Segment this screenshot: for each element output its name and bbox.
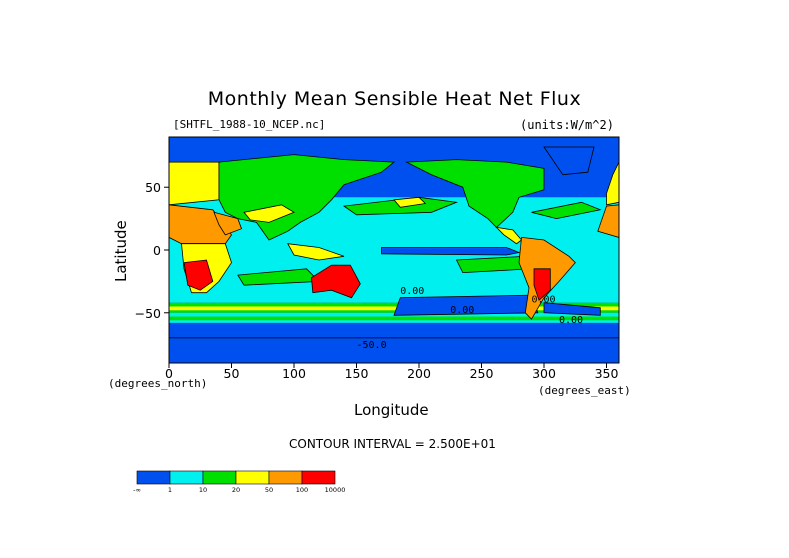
x-tick-label-6: 300 xyxy=(532,366,556,381)
central-america xyxy=(495,226,523,245)
greenland xyxy=(543,146,595,176)
y-axis-label: Latitude xyxy=(112,220,130,282)
x-tick-label-5: 250 xyxy=(470,366,494,381)
indonesia xyxy=(287,243,345,261)
y-tick-label-0: 50 xyxy=(145,180,161,195)
colorbar-swatch-0 xyxy=(136,470,171,485)
x-tick-label-3: 150 xyxy=(345,366,369,381)
contour-label-2: 0.00 xyxy=(532,295,556,306)
x-unit-label: (degrees_east) xyxy=(538,384,631,397)
colorbar-swatch-1 xyxy=(169,470,204,485)
antarctica xyxy=(169,337,619,363)
x-tick-label-4: 200 xyxy=(407,366,431,381)
south-atlantic-cold xyxy=(543,302,601,316)
colorbar-label-0: -∞ xyxy=(133,486,141,494)
colorbar-swatch-5 xyxy=(301,470,336,485)
contour-label-0: 0.00 xyxy=(400,286,424,297)
europe xyxy=(606,161,619,206)
colorbar-label-3: 20 xyxy=(232,486,240,494)
contour-label-3: -50.0 xyxy=(357,340,387,351)
arabia xyxy=(213,211,243,236)
colorbar-swatch-3 xyxy=(235,470,270,485)
x-axis-label: Longitude xyxy=(354,401,429,419)
colorbar-label-4: 50 xyxy=(265,486,273,494)
south-pacific-cold xyxy=(393,294,539,316)
units-label: (units:W/m^2) xyxy=(520,118,614,132)
australia xyxy=(311,264,361,299)
contour-label-1: 0.00 xyxy=(450,305,474,316)
contour-label-4: 0.00 xyxy=(559,315,583,326)
africa-hot xyxy=(183,259,214,291)
file-label: [SHTFL_1988-10_NCEP.nc] xyxy=(173,118,326,131)
asia-yellow xyxy=(243,204,295,223)
x-tick-label-7: 350 xyxy=(595,366,619,381)
y-tick-label-1: 0 xyxy=(153,243,161,258)
colorbar-swatch-2 xyxy=(202,470,237,485)
colorbar-label-2: 10 xyxy=(199,486,207,494)
map-field: 0.000.000.00-50.00.00 xyxy=(169,137,619,363)
africa-north-west xyxy=(597,204,619,238)
north-pacific-yellow xyxy=(393,196,427,208)
y-tick-label-2: −50 xyxy=(135,306,161,321)
x-tick-label-2: 100 xyxy=(282,366,306,381)
equatorial-cold-tongue xyxy=(381,247,521,256)
north-america xyxy=(404,159,545,228)
north-atlantic-green xyxy=(531,201,602,220)
x-tick-label-0: 0 xyxy=(165,366,173,381)
chart-title: Monthly Mean Sensible Heat Net Flux xyxy=(207,88,582,110)
band-south-yellow xyxy=(169,306,619,311)
contour-interval: CONTOUR INTERVAL = 2.500E+01 xyxy=(289,437,496,451)
colorbar-label-6: 10000 xyxy=(325,486,346,494)
band-south-green-2 xyxy=(169,316,619,321)
europe-east xyxy=(169,161,220,206)
colorbar-label-5: 100 xyxy=(296,486,308,494)
x-tick-label-1: 50 xyxy=(224,366,240,381)
south-america-hot xyxy=(533,268,551,301)
colorbar-label-1: 1 xyxy=(168,486,172,494)
y-unit-label: (degrees_north) xyxy=(108,377,208,390)
colorbar-swatch-4 xyxy=(268,470,303,485)
